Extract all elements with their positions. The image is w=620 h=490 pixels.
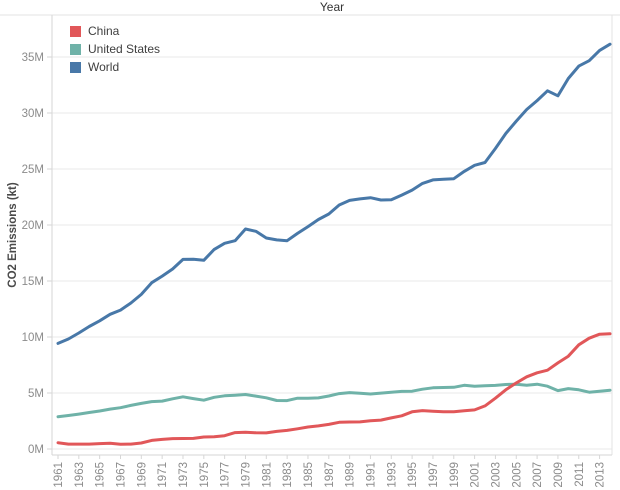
y-tick-label-10M: 10M: [22, 332, 44, 344]
china-color-swatch: [70, 25, 81, 37]
series-line-world[interactable]: [56, 42, 612, 345]
x-tick-label-1971: 1971: [157, 462, 169, 488]
legend-item-united-states[interactable]: United States: [70, 40, 160, 58]
legend-item-china[interactable]: China: [70, 22, 160, 40]
x-tick-label-2005: 2005: [511, 462, 523, 488]
legend-label-world: World: [88, 60, 120, 74]
x-tick-label-1967: 1967: [115, 462, 127, 488]
series-line-united-states[interactable]: [56, 382, 612, 419]
x-tick-label-1995: 1995: [407, 462, 419, 488]
x-tick-label-1989: 1989: [345, 462, 357, 488]
x-tick-label-1973: 1973: [178, 462, 190, 488]
y-tick-label-25M: 25M: [22, 164, 44, 176]
x-field-title: Year: [319, 0, 345, 14]
y-tick-label-20M: 20M: [22, 220, 44, 232]
x-tick-label-1997: 1997: [428, 462, 440, 488]
x-tick-label-1991: 1991: [365, 462, 377, 488]
x-tick-label-1979: 1979: [240, 462, 252, 488]
x-tick-label-2003: 2003: [490, 462, 502, 488]
x-tick-label-2009: 2009: [553, 462, 565, 488]
x-tick-label-2001: 2001: [470, 462, 482, 488]
x-tick-label-2011: 2011: [574, 462, 586, 487]
x-tick-label-1999: 1999: [449, 462, 461, 488]
x-tick-label-1961: 1961: [53, 462, 65, 488]
legend-item-world[interactable]: World: [70, 58, 160, 76]
y-tick-label-5M: 5M: [28, 388, 44, 400]
legend-label-united-states: United States: [88, 42, 161, 56]
legend-label-china: China: [88, 24, 120, 38]
x-tick-label-1975: 1975: [199, 462, 211, 488]
x-tick-label-2007: 2007: [532, 462, 544, 488]
x-tick-label-1981: 1981: [261, 462, 273, 488]
y-tick-label-35M: 35M: [22, 52, 44, 64]
series-line-china[interactable]: [56, 332, 612, 446]
x-tick-label-1987: 1987: [324, 462, 336, 488]
united-states-color-swatch: [70, 43, 81, 55]
legend: China United States World: [70, 22, 160, 76]
world-color-swatch: [70, 61, 81, 73]
x-tick-label-1977: 1977: [220, 462, 232, 488]
y-tick-label-30M: 30M: [22, 108, 44, 120]
y-tick-label-0M: 0M: [28, 444, 44, 456]
y-tick-label-15M: 15M: [22, 276, 44, 288]
x-tick-label-1965: 1965: [95, 462, 107, 488]
x-tick-label-1985: 1985: [303, 462, 315, 488]
x-tick-label-2013: 2013: [595, 462, 607, 488]
x-tick-label-1993: 1993: [386, 462, 398, 488]
x-tick-label-1969: 1969: [136, 462, 148, 488]
x-tick-label-1983: 1983: [282, 462, 294, 488]
x-tick-label-1963: 1963: [74, 462, 86, 488]
